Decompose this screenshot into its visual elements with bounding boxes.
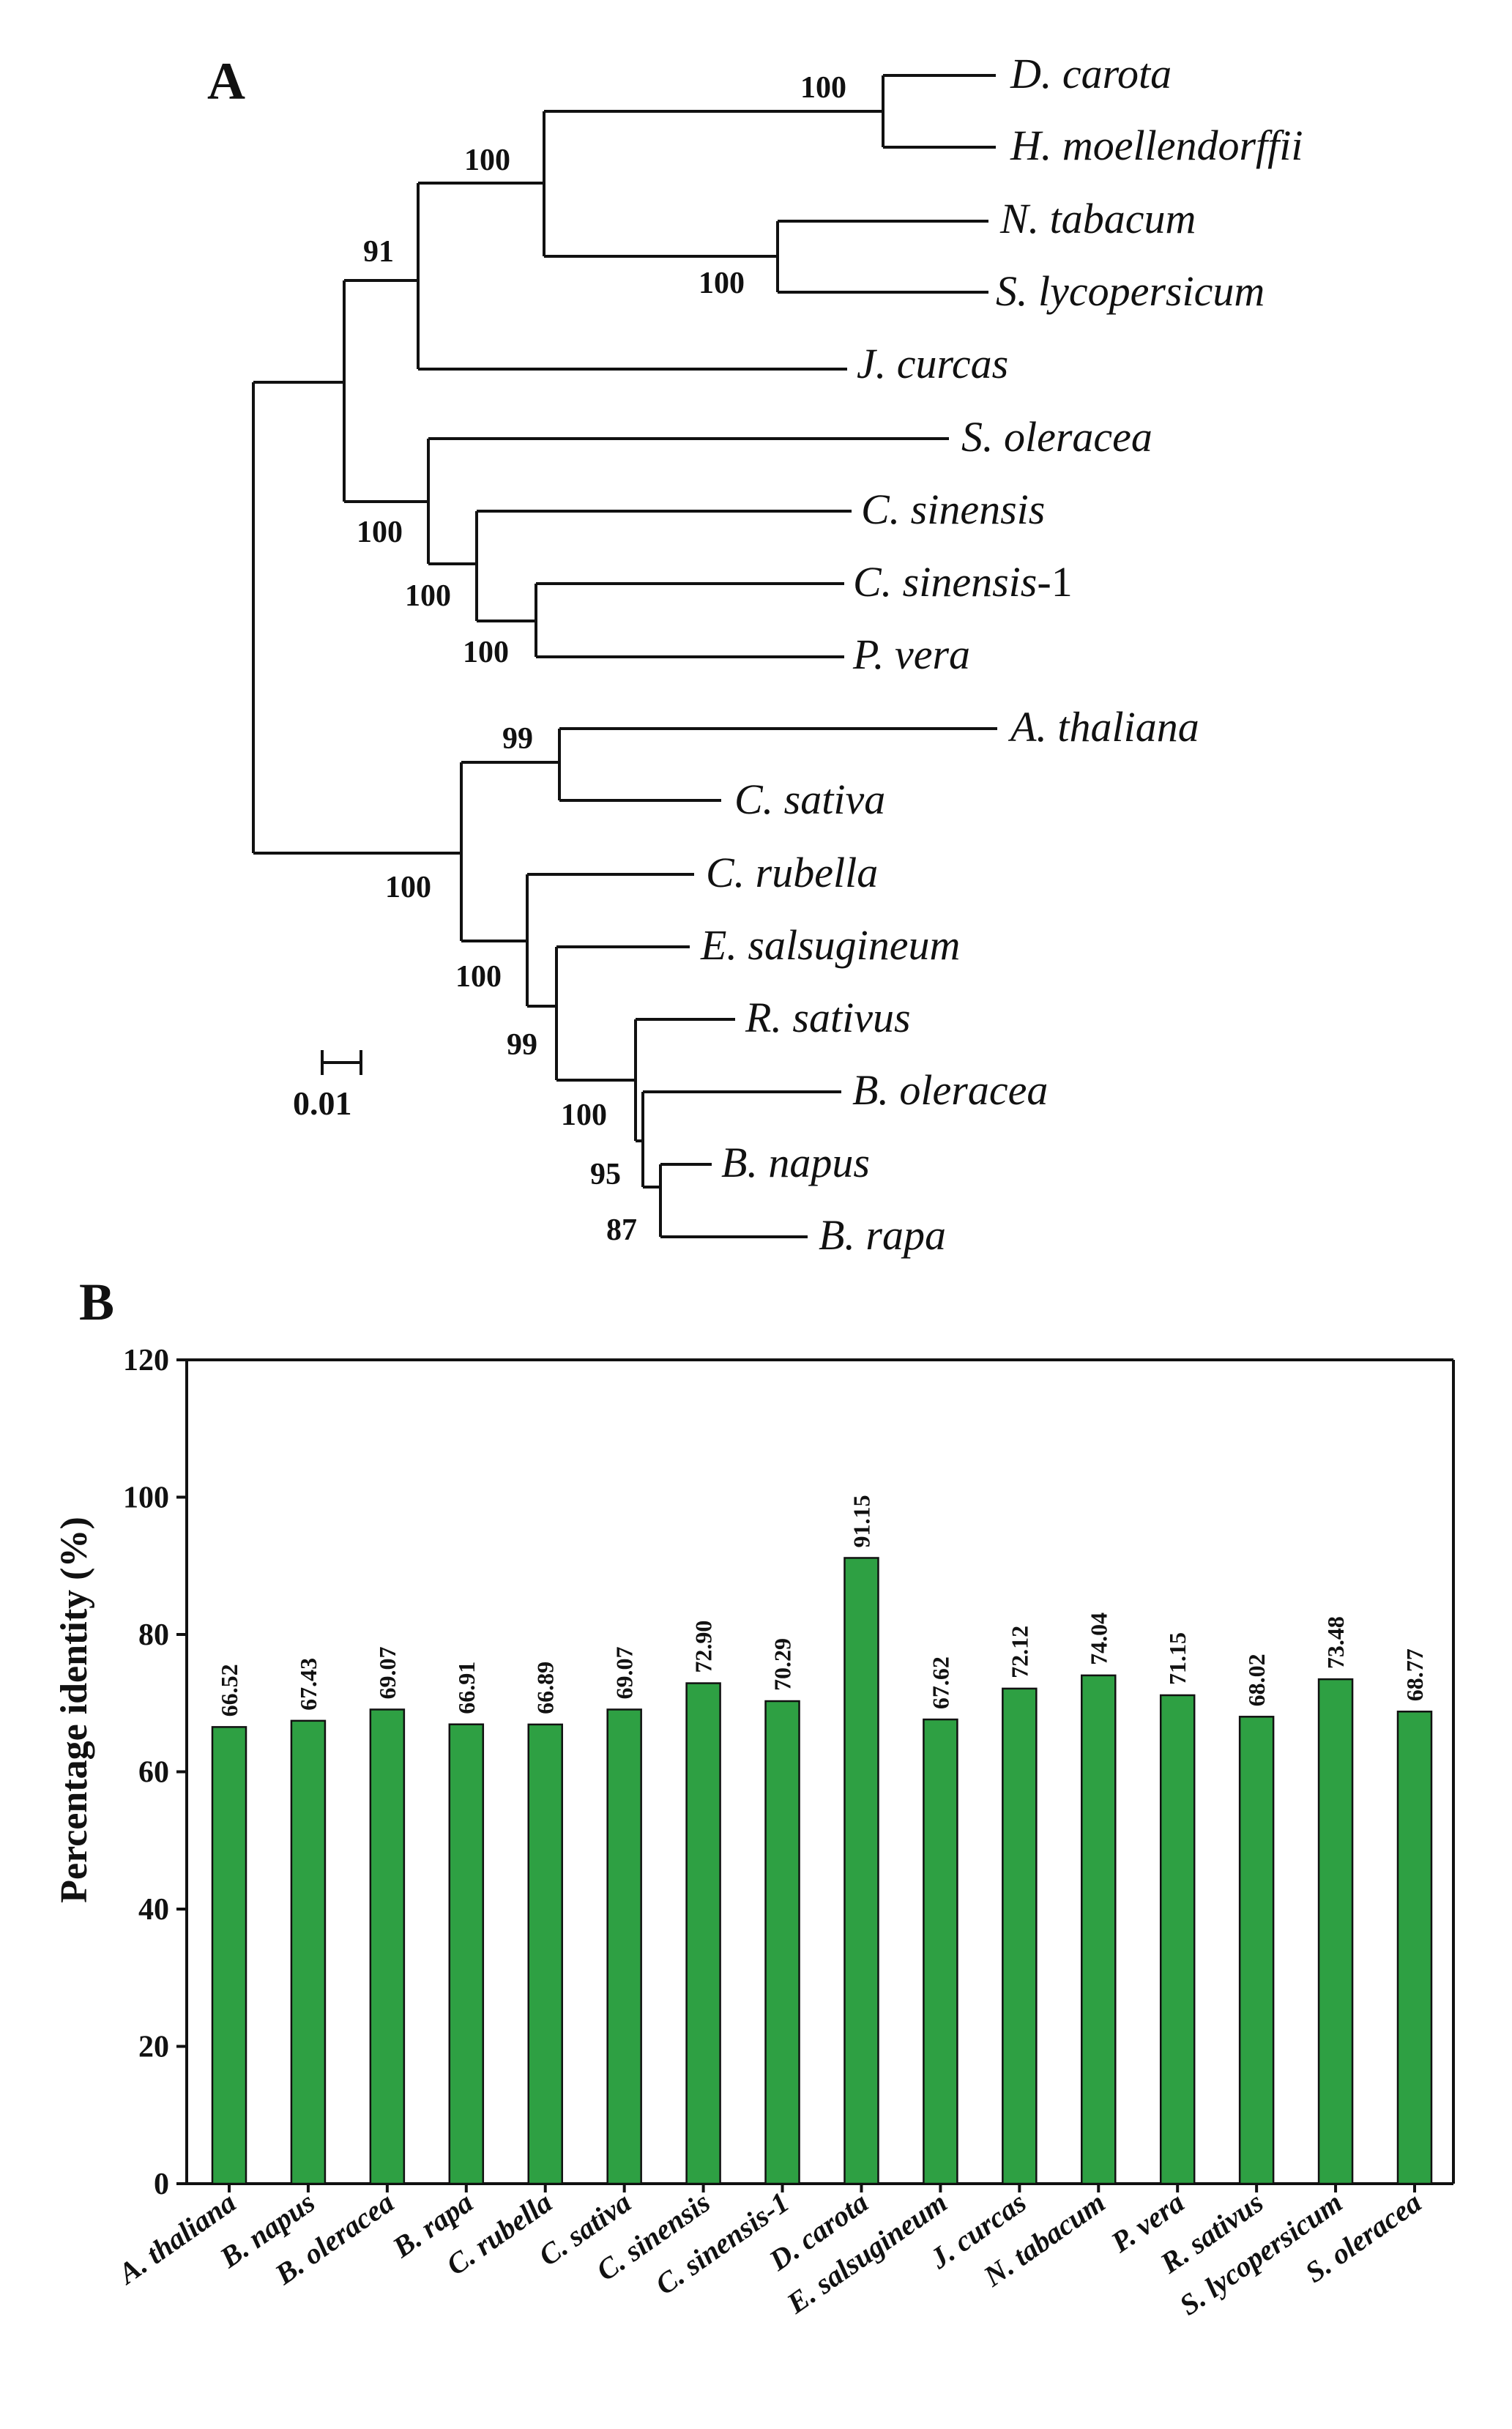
bootstrap-value: 95 [590,1158,621,1191]
bootstrap-value: 100 [800,71,846,105]
taxon-label-h-moellendorffii: H. moellendorffii [1010,122,1303,169]
taxon-label-b-oleracea: B. oleracea [852,1066,1048,1114]
bar [1002,1687,1038,2185]
bootstrap-value: 100 [357,516,403,549]
bootstrap-value: 91 [363,235,394,269]
bootstrap-value: 100 [385,871,431,904]
bootstrap-value: 100 [561,1098,607,1132]
bar-value-label: 67.43 [295,1658,321,1711]
bar-value-label: 67.62 [927,1656,953,1709]
taxon-label-b-rapa: B. rapa [819,1211,946,1259]
y-tick-label: 20 [138,2031,169,2064]
bar-value-label: 66.52 [216,1664,242,1716]
taxon-label-s-oleracea: S. oleracea [961,413,1152,461]
taxon-label-s-lycopersicum: S. lycopersicum [996,267,1265,315]
y-tick-label: 100 [123,1481,169,1515]
bar-value-label: 91.15 [848,1495,874,1547]
y-tick-label: 80 [138,1618,169,1652]
bar [606,1708,642,2185]
panel-b-bar-chart: B Percentage identity (%) 0 20 40 60 80 100 12… [53,1273,1455,2322]
taxon-label-d-carota: D. carota [1010,50,1172,97]
taxon-label-r-sativus: R. sativus [745,994,911,1041]
bar [1317,1678,1354,2185]
y-tick-label: 0 [154,2168,169,2201]
bar-value-label: 72.12 [1006,1626,1032,1678]
bootstrap-value: 87 [606,1213,637,1247]
taxon-label-c-sinensis-1: C. sinensis-1 [853,558,1073,606]
taxon-label-n-tabacum: N. tabacum [999,195,1196,242]
taxon-label-c-sativa: C. sativa [734,775,885,823]
bar-value-label: 66.89 [532,1662,559,1714]
bootstrap-value: 100 [455,960,502,994]
bar-value-label: 71.15 [1164,1632,1191,1685]
taxon-label-a-thaliana: A. thaliana [1008,703,1199,751]
bar [369,1708,406,2185]
bar [527,1723,563,2185]
bootstrap-value: 99 [502,722,533,756]
taxon-labels: D. carota H. moellendorffii N. tabacum S… [700,50,1303,1259]
bar-value-label: 74.04 [1085,1612,1111,1665]
tree-branches [252,74,997,1238]
taxon-label-j-curcas: J. curcas [857,340,1008,387]
scale-bar: 0.01 [293,1050,362,1122]
taxon-label-p-vera: P. vera [852,631,970,678]
bars: 66.52 67.43 69.07 66.91 66.89 69.07 72.90 70.29… [211,1495,1433,2192]
y-tick-label: 120 [123,1344,169,1377]
panel-a-tree: A D. carota H. moellendorffii N. tabacum… [207,50,1303,1259]
bootstrap-value: 100 [463,636,509,669]
bar-value-label: 69.07 [374,1646,401,1699]
bar-value-label: 68.77 [1401,1648,1428,1701]
bar-value-label: 72.90 [690,1621,717,1673]
panel-b-label: B [79,1273,114,1331]
bar-value-label: 69.07 [611,1646,638,1699]
bar [448,1723,485,2185]
bar [1159,1694,1196,2185]
panel-a-label: A [207,52,245,111]
bar [685,1682,721,2185]
bar [764,1700,800,2185]
bar [1238,1716,1275,2185]
taxon-label-e-salsugineum: E. salsugineum [700,921,960,969]
bar [843,1557,879,2185]
bar-value-label: 73.48 [1322,1616,1349,1669]
bootstrap-value: 99 [507,1028,537,1062]
bar [211,1726,247,2185]
bootstrap-values: 100 100 91 100 100 100 100 99 100 100 99… [357,71,846,1247]
y-tick-label: 60 [138,1756,169,1790]
bar [923,1718,958,2185]
bar-value-label: 70.29 [770,1638,796,1691]
x-category-label: A. thaliana [111,2186,242,2291]
y-tick-label: 40 [138,1893,169,1927]
bar [290,1719,327,2185]
taxon-label-c-sinensis: C. sinensis [861,486,1045,533]
taxon-label-b-napus: B. napus [721,1139,870,1186]
bar [1081,1674,1117,2185]
bootstrap-value: 100 [405,579,451,613]
y-axis-label: Percentage identity (%) [53,1517,95,1903]
bootstrap-value: 100 [699,267,745,300]
taxon-label-c-rubella: C. rubella [706,849,878,896]
bar-value-label: 68.02 [1243,1654,1270,1706]
y-axis-ticks: 0 20 40 60 80 100 120 [123,1344,187,2201]
bar-value-label: 66.91 [453,1662,480,1714]
bar [1396,1711,1433,2185]
bootstrap-value: 100 [464,144,510,177]
scale-bar-label: 0.01 [293,1085,352,1122]
